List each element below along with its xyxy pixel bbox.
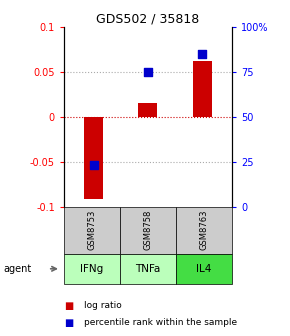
Text: agent: agent (3, 264, 31, 274)
Text: GSM8763: GSM8763 (200, 210, 209, 250)
Text: IL4: IL4 (196, 264, 212, 274)
Text: ■: ■ (64, 318, 73, 328)
Point (200, 51, 204, 56)
Text: IFNg: IFNg (80, 264, 104, 274)
Text: ■: ■ (64, 301, 73, 311)
Text: GSM8753: GSM8753 (87, 210, 96, 250)
Bar (193, 61, 212, 117)
Text: log ratio: log ratio (84, 301, 122, 310)
Bar (84, 117, 103, 200)
Text: GSM8758: GSM8758 (143, 210, 153, 250)
Bar (138, 103, 157, 117)
Title: GDS502 / 35818: GDS502 / 35818 (96, 13, 200, 26)
Text: TNFa: TNFa (135, 264, 161, 274)
Point (91, 163, 96, 168)
Point (146, 69, 150, 75)
Text: percentile rank within the sample: percentile rank within the sample (84, 318, 237, 327)
